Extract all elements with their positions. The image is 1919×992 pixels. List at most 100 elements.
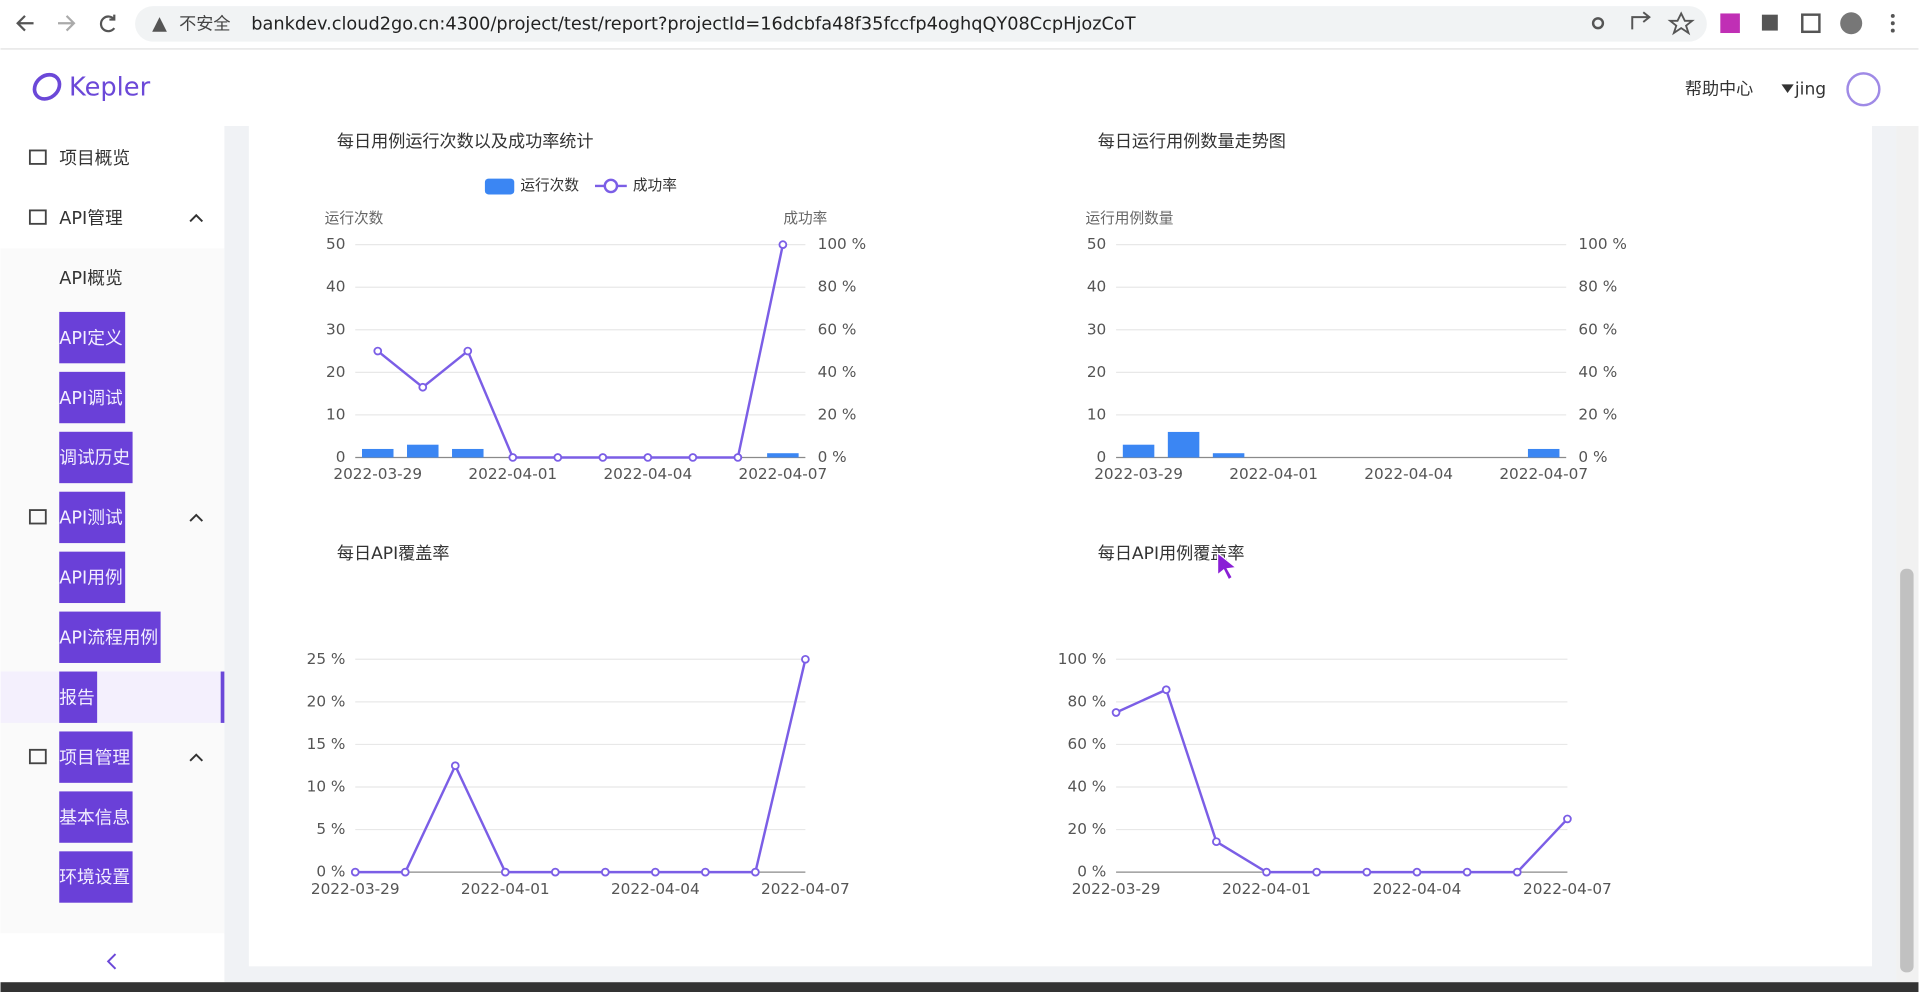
forward-button[interactable]: [58, 15, 76, 32]
menu-item[interactable]: 调试历史: [59, 448, 130, 469]
point: [1462, 867, 1472, 877]
key-icon[interactable]: [1591, 17, 1605, 30]
menu-icon[interactable]: [1890, 13, 1895, 18]
point: [1362, 867, 1372, 877]
chart-title: 每日运行用例数量走势图: [1098, 132, 1286, 152]
bar: [767, 453, 799, 458]
y-tick-label: 80 %: [1067, 692, 1106, 710]
y2-tick-label: 40 %: [818, 363, 857, 381]
charts: 每日用例运行次数以及成功率统计 0 10 20 30 40 50 0 % 20 % 40 % 60 …: [307, 132, 1627, 898]
menu-item[interactable]: API流程用例: [59, 628, 158, 649]
logo-icon: [32, 72, 62, 101]
menu-item[interactable]: API定义: [59, 328, 123, 349]
point: [500, 867, 510, 877]
logo[interactable]: Kepler: [69, 73, 151, 103]
bar: [1167, 431, 1200, 458]
y-tick-label: 100 %: [1058, 650, 1107, 668]
expand-chevron[interactable]: [189, 753, 204, 762]
menu-item[interactable]: API用例: [59, 568, 122, 589]
menu-item[interactable]: 基本信息: [59, 807, 130, 828]
menu-icon: [28, 748, 47, 765]
text-highlight: [59, 491, 126, 544]
active-indicator: [220, 671, 225, 723]
legend-label[interactable]: 成功率: [633, 177, 677, 194]
y-tick-label: 20 %: [1067, 820, 1106, 838]
point: [1312, 867, 1322, 877]
menu-item[interactable]: 环境设置: [59, 867, 130, 888]
user-dropdown-icon[interactable]: [1781, 84, 1794, 93]
scrollbar-thumb[interactable]: [1900, 568, 1914, 973]
x-tick-label: 2022-04-07: [761, 880, 850, 898]
avatar[interactable]: [1846, 72, 1881, 107]
y2-tick-label: 20 %: [818, 405, 857, 423]
legend-swatch[interactable]: [484, 178, 515, 195]
point: [1563, 814, 1572, 824]
expand-chevron[interactable]: [189, 213, 204, 223]
x-tick-label: 2022-04-01: [468, 465, 557, 483]
help-link[interactable]: 帮助中心: [1685, 79, 1753, 99]
x-tick-label: 2022-04-01: [1229, 465, 1318, 483]
point: [373, 346, 383, 356]
menu-item[interactable]: API概览: [59, 268, 122, 289]
expand-chevron[interactable]: [189, 513, 204, 522]
chart-title: 每日用例运行次数以及成功率统计: [337, 132, 594, 152]
point: [463, 346, 473, 356]
collapse-button[interactable]: [106, 953, 117, 970]
sidepanel-icon[interactable]: [1801, 13, 1821, 34]
menu-group[interactable]: 项目概览: [59, 148, 130, 169]
menu-group[interactable]: API管理: [59, 208, 123, 229]
x-tick-label: 2022-03-29: [1072, 880, 1161, 898]
share-icon[interactable]: [1631, 11, 1651, 30]
y-tick-label: 20 %: [307, 692, 346, 710]
point: [733, 453, 743, 462]
bookmark-icon[interactable]: [1667, 11, 1695, 36]
point: [801, 654, 810, 664]
y2-tick-label: 40 %: [1578, 363, 1617, 381]
address-bar[interactable]: [135, 6, 1707, 42]
bar: [1527, 448, 1560, 458]
menu-dot: [1890, 21, 1895, 26]
y-tick-label: 20: [1087, 363, 1106, 381]
x-tick-label: 2022-04-07: [1499, 465, 1588, 483]
menu-group[interactable]: 项目管理: [59, 747, 130, 768]
profile-icon[interactable]: [1840, 12, 1863, 35]
menu-item[interactable]: 报告: [59, 687, 94, 708]
menu-dot: [1890, 28, 1895, 33]
point: [553, 453, 563, 462]
legend-label[interactable]: 运行次数: [520, 177, 579, 194]
url: bankdev.cloud2go.cn:4300/project/test/re…: [251, 14, 1135, 34]
legend-swatch-point: [603, 178, 619, 194]
back-button[interactable]: [16, 15, 34, 32]
extensions-icon[interactable]: [1761, 14, 1778, 31]
point: [350, 867, 360, 877]
x-tick-label: 2022-04-04: [611, 880, 700, 898]
x-tick-label: 2022-04-04: [1373, 880, 1462, 898]
y-tick-label: 50: [326, 235, 345, 253]
x-tick-label: 2022-03-29: [1094, 465, 1183, 483]
reload-button[interactable]: [99, 14, 116, 33]
y2-tick-label: 20 %: [1578, 405, 1617, 423]
line: [1115, 688, 1569, 874]
y-tick-label: 0 %: [1077, 863, 1106, 881]
point: [650, 867, 660, 877]
menu-item[interactable]: API调试: [59, 388, 123, 409]
extension-icon[interactable]: [1720, 13, 1740, 34]
y2-tick-label: 60 %: [818, 320, 857, 338]
point: [688, 453, 698, 462]
y-tick-label: 50: [1087, 235, 1106, 253]
y-tick-label: 30: [326, 320, 345, 338]
point: [550, 867, 560, 877]
y2-tick-label: 60 %: [1578, 320, 1617, 338]
user-name[interactable]: jing: [1794, 79, 1826, 99]
bar: [1212, 453, 1245, 458]
y-tick-label: 10 %: [307, 777, 346, 795]
y-tick-label: 25 %: [307, 650, 346, 668]
menu-group[interactable]: API测试: [59, 508, 123, 529]
security-label: 不安全: [179, 14, 230, 34]
y2-axis-title: 成功率: [783, 210, 827, 227]
chart-title: 每日API覆盖率: [337, 544, 450, 564]
text-highlight: [59, 611, 161, 663]
y2-tick-label: 80 %: [1578, 278, 1617, 296]
